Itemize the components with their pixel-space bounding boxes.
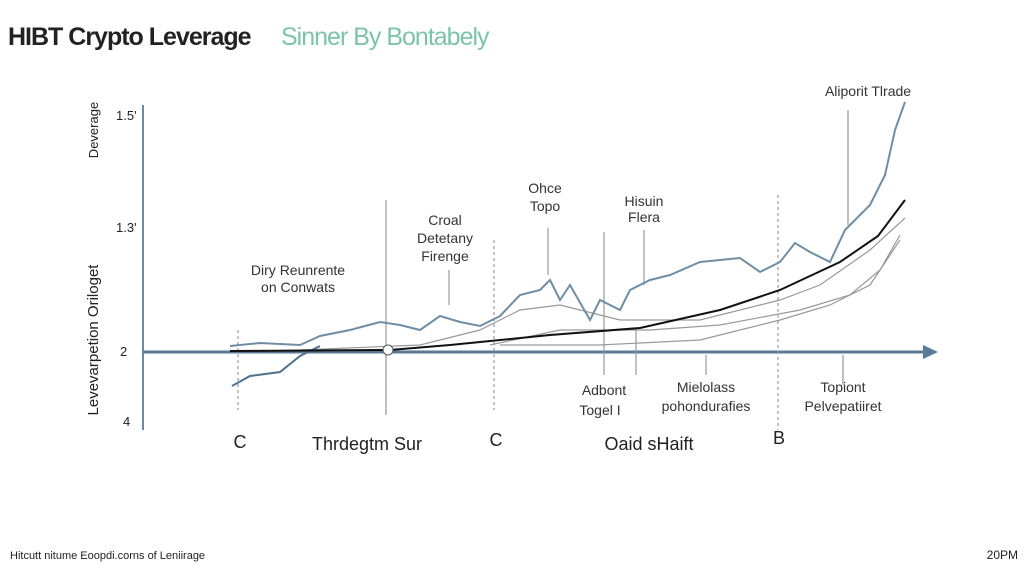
subtitle: Sinner By Bontabely [281,23,490,51]
annotation: on Conwats [261,279,335,295]
annotation: Togel I [579,402,620,418]
point [382,344,394,356]
footer-left: Hitcutt nitume Eoopdi.corns of Leniirage [10,550,205,562]
guide-lines [237,110,849,430]
annotation: Pelvepatiiret [804,398,881,414]
x-label: C [490,430,503,450]
annotation: Firenge [421,248,469,264]
tick: 4 [123,414,130,429]
x-label: C [234,432,247,452]
annotation: Detetany [417,230,473,246]
footer-right: 20PM [987,548,1018,562]
annotation: Mielolass [677,379,735,395]
x-label: Oaid sHaift [604,434,693,454]
annotation: Ohce [528,180,562,196]
y-label-side: Levevarpetion Oriloget [85,264,102,416]
x-label: B [773,428,785,448]
annotation: Adbont [582,382,626,398]
annotation: Diry Reunrente [251,262,345,278]
y-label-top: Deverage [86,102,101,158]
tick: 1.3' [116,220,137,235]
annotation: Flera [628,209,660,225]
annotation: Hisuin [625,193,664,209]
annotation: pohondurafies [662,398,751,414]
annotations: Aliporit Tlrade Ohce Topo Hisuin Flera C… [251,83,911,418]
annotation: Topo [530,198,561,214]
tick: 1.5' [116,108,137,123]
annotation: Aliporit Tlrade [825,83,911,99]
tick: 2 [120,344,127,359]
x-label: Thrdegtm Sur [312,434,422,454]
annotation: Croal [428,212,461,228]
arrow [923,345,938,359]
plot [142,101,938,430]
annotation: Topiont [820,379,865,395]
title: HIBT Crypto Leverage [8,23,252,51]
